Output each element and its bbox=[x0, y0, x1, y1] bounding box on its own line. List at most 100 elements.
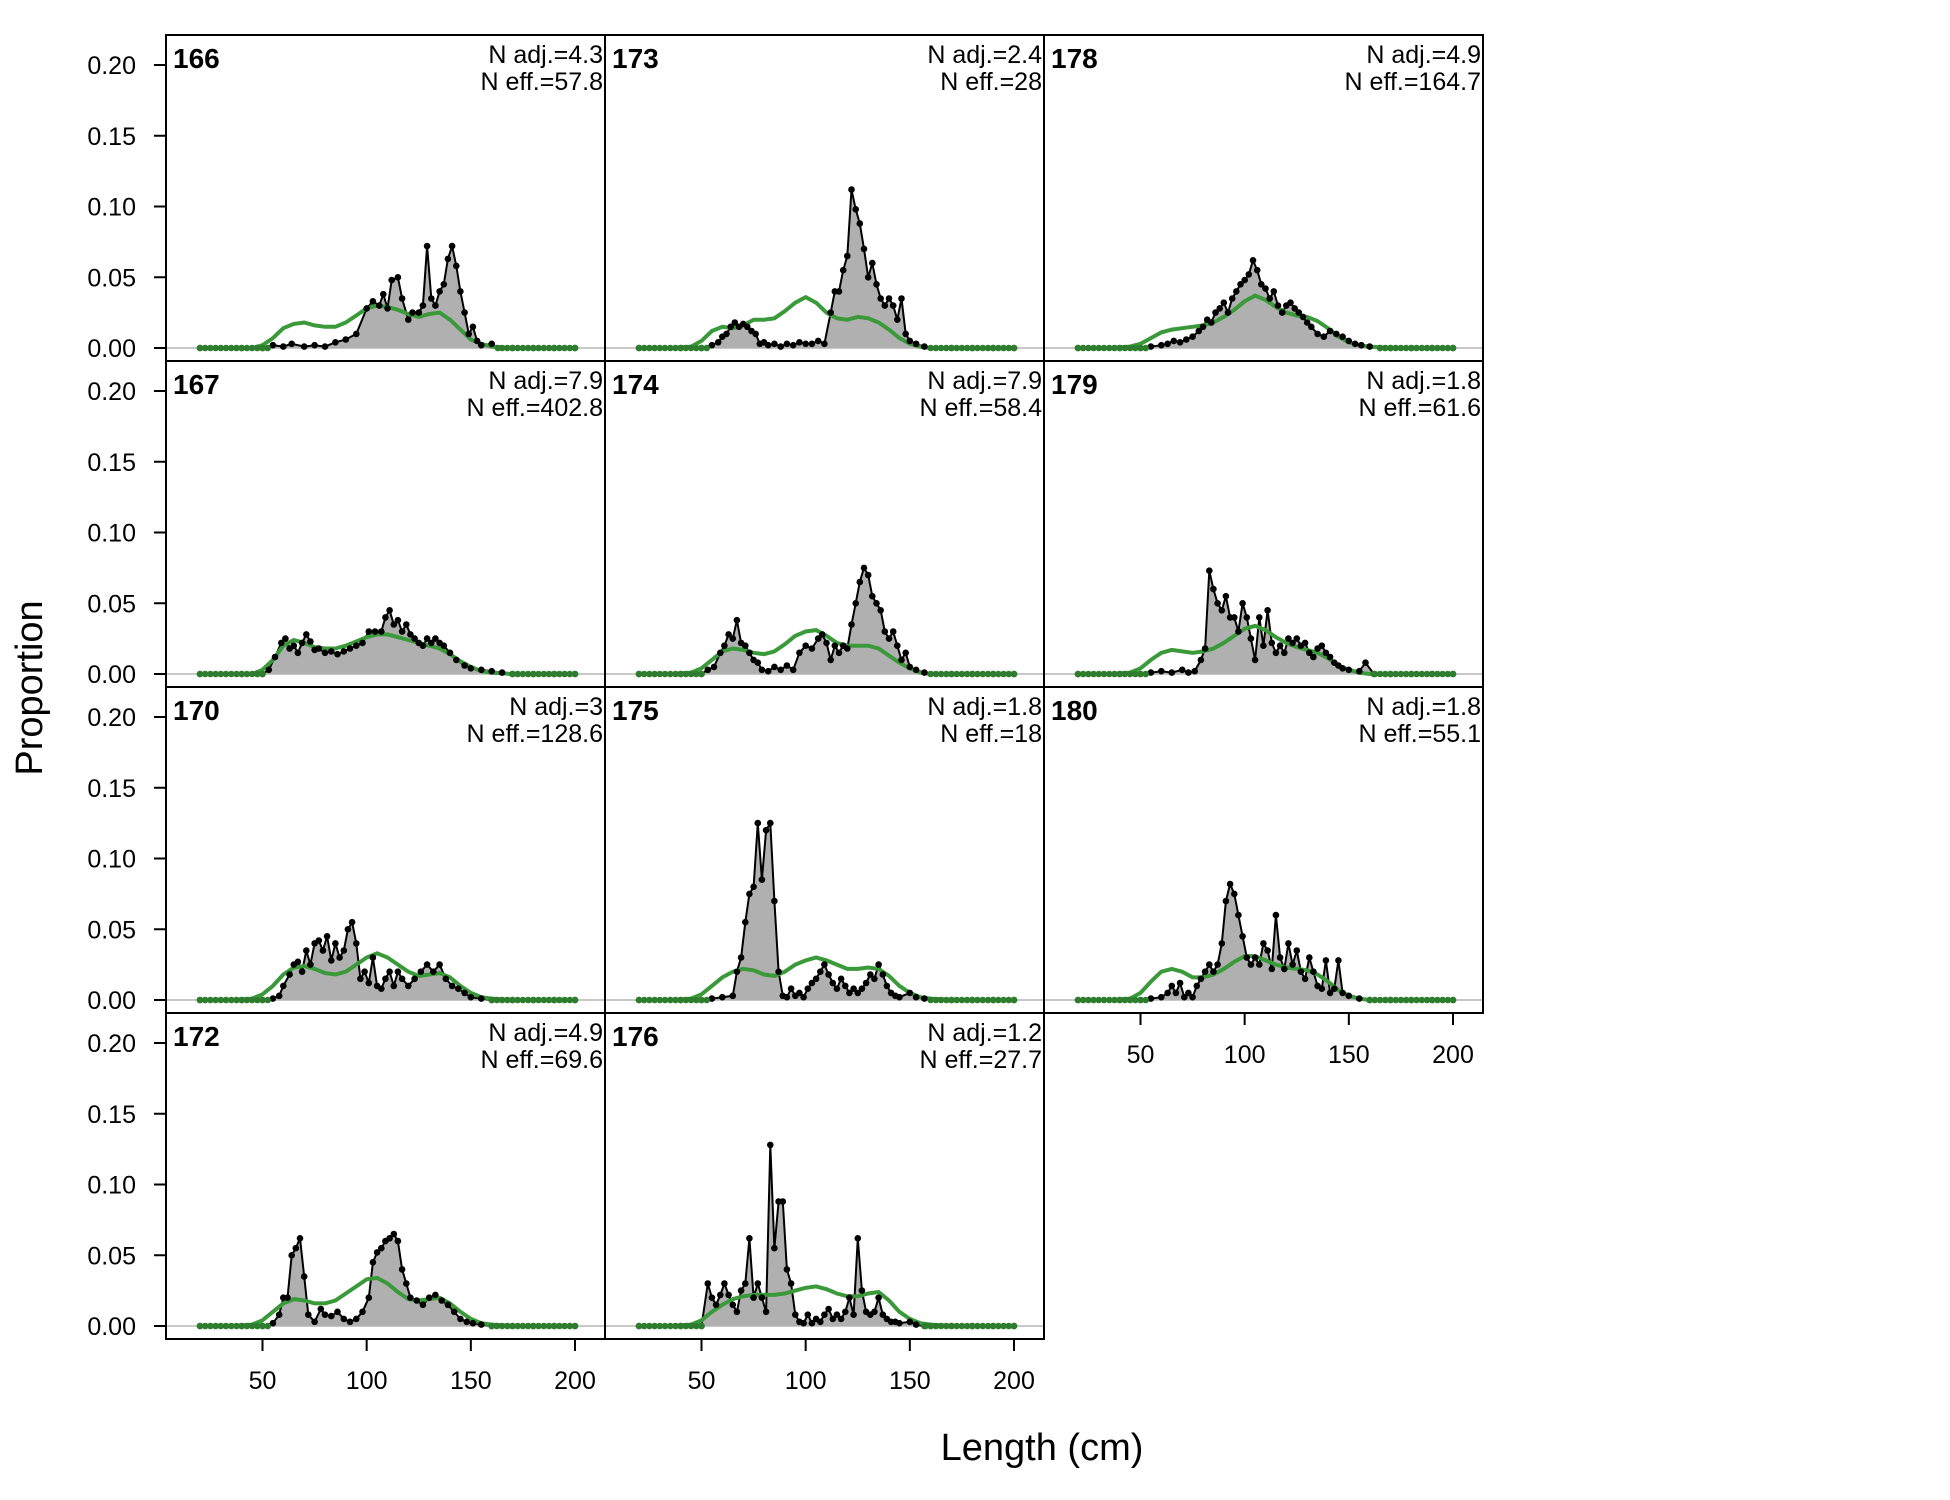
zero-point bbox=[1392, 344, 1399, 352]
zero-point bbox=[1366, 996, 1373, 1004]
zero-point bbox=[682, 996, 690, 1004]
observed-point bbox=[729, 992, 737, 1000]
zero-point bbox=[948, 344, 955, 352]
zero-point bbox=[672, 670, 679, 678]
zero-point bbox=[1434, 670, 1441, 678]
observed-point bbox=[802, 340, 809, 348]
observed-point bbox=[1231, 890, 1238, 898]
zero-point bbox=[1142, 996, 1149, 1004]
zero-point bbox=[1434, 344, 1441, 352]
observed-point bbox=[719, 993, 726, 1001]
observed-point bbox=[1301, 975, 1309, 983]
observed-point bbox=[831, 642, 839, 649]
observed-point bbox=[852, 206, 859, 213]
observed-point bbox=[777, 343, 784, 350]
panel-179: 179 N adj.=1.8N eff.=61.6 bbox=[1043, 360, 1484, 688]
zero-point bbox=[953, 996, 960, 1004]
zero-point bbox=[196, 670, 204, 678]
y-tick-label: 0.15 bbox=[87, 123, 136, 151]
zero-point bbox=[238, 1322, 245, 1330]
observed-point bbox=[298, 968, 306, 975]
zero-point bbox=[651, 996, 658, 1004]
zero-point bbox=[488, 996, 496, 1004]
observed-point bbox=[902, 330, 909, 338]
observed-point bbox=[1235, 628, 1242, 635]
zero-point bbox=[963, 344, 971, 352]
observed-point bbox=[856, 220, 864, 227]
observed-point bbox=[808, 645, 816, 652]
y-tick-label: 0.05 bbox=[87, 916, 136, 944]
observed-point bbox=[737, 954, 745, 961]
observed-point bbox=[817, 1318, 824, 1326]
observed-point bbox=[860, 245, 868, 253]
zero-point bbox=[524, 1322, 532, 1330]
n-eff-label: N eff.=27.7 bbox=[919, 1046, 1042, 1074]
zero-point bbox=[963, 996, 971, 1004]
x-tick-label: 100 bbox=[346, 1367, 388, 1395]
zero-point bbox=[661, 996, 669, 1004]
observed-point bbox=[1218, 607, 1226, 614]
zero-point bbox=[1371, 670, 1379, 678]
zero-point bbox=[238, 996, 245, 1004]
observed-point bbox=[469, 323, 477, 331]
observed-point bbox=[771, 340, 778, 348]
observed-point bbox=[498, 669, 506, 676]
zero-point bbox=[1439, 996, 1446, 1004]
observed-point bbox=[1158, 667, 1165, 675]
observed-point bbox=[879, 971, 887, 978]
observed-point bbox=[742, 1280, 749, 1287]
observed-point bbox=[1264, 947, 1271, 954]
observed-point bbox=[1276, 954, 1284, 961]
zero-point bbox=[953, 344, 960, 352]
zero-point bbox=[243, 996, 251, 1004]
zero-point bbox=[243, 344, 251, 352]
y-tick-label: 0.10 bbox=[87, 1172, 136, 1200]
observed-point bbox=[365, 1294, 373, 1301]
zero-point bbox=[498, 344, 506, 352]
panel-180: 180 N adj.=1.8N eff.=55.1 bbox=[1043, 686, 1484, 1014]
zero-point bbox=[984, 1322, 992, 1330]
x-tick-label: 50 bbox=[688, 1367, 716, 1395]
observed-point bbox=[269, 341, 277, 349]
observed-point bbox=[1176, 979, 1184, 987]
zero-point bbox=[519, 996, 527, 1004]
observed-point bbox=[1306, 954, 1313, 961]
observed-point bbox=[278, 639, 285, 647]
observed-point bbox=[386, 607, 393, 614]
zero-point bbox=[1005, 344, 1013, 352]
observed-point bbox=[1260, 642, 1267, 649]
observed-point bbox=[827, 309, 834, 316]
zero-point bbox=[196, 1322, 204, 1330]
observed-point bbox=[307, 961, 314, 968]
zero-point bbox=[243, 1322, 251, 1330]
zero-point bbox=[958, 344, 966, 352]
observed-point bbox=[290, 642, 298, 649]
zero-point bbox=[667, 670, 674, 678]
observed-point bbox=[823, 639, 830, 647]
zero-point bbox=[550, 1322, 558, 1330]
zero-point bbox=[1000, 1322, 1007, 1330]
observed-point bbox=[1320, 333, 1328, 341]
observed-point bbox=[1345, 666, 1353, 674]
observed-point bbox=[717, 649, 724, 657]
observed-point bbox=[271, 653, 279, 661]
observed-point bbox=[321, 649, 329, 657]
zero-point bbox=[1413, 670, 1420, 678]
zero-point bbox=[264, 344, 272, 352]
y-axis-title: Proportion bbox=[9, 600, 51, 775]
zero-point bbox=[932, 996, 940, 1004]
zero-point bbox=[958, 670, 966, 678]
observed-point bbox=[332, 339, 339, 346]
x-tick-label: 50 bbox=[249, 1367, 277, 1395]
zero-point bbox=[222, 1322, 230, 1330]
observed-point bbox=[407, 1294, 414, 1301]
observed-point bbox=[1210, 585, 1217, 593]
zero-point bbox=[228, 996, 235, 1004]
zero-point bbox=[932, 344, 940, 352]
observed-point bbox=[879, 1311, 887, 1318]
zero-point bbox=[1444, 996, 1452, 1004]
observed-point bbox=[300, 1273, 308, 1280]
zero-point bbox=[1079, 670, 1087, 678]
observed-point bbox=[792, 1311, 799, 1318]
